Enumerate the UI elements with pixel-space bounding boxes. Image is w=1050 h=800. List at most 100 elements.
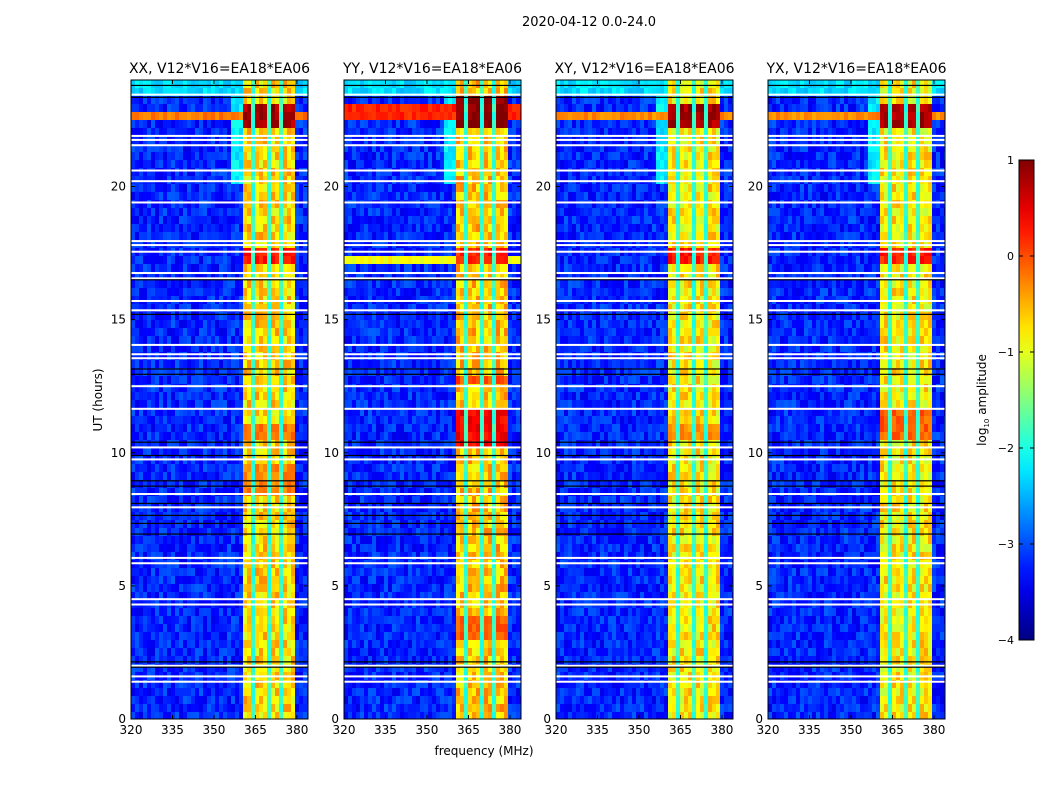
- heatmap-cell: [468, 168, 472, 176]
- heatmap-cell: [279, 224, 283, 232]
- heatmap-cell: [516, 272, 520, 280]
- heatmap-cell: [356, 224, 360, 232]
- heatmap-cell: [368, 152, 372, 160]
- flagged-row: [131, 244, 308, 247]
- heatmap-cell: [227, 152, 231, 160]
- heatmap-cell: [267, 360, 271, 368]
- heatmap-cell: [255, 712, 259, 719]
- heatmap-cell: [179, 240, 183, 248]
- heatmap-cell: [472, 184, 476, 192]
- heatmap-cell: [291, 280, 295, 288]
- heatmap-cell: [476, 120, 480, 128]
- heatmap-cell: [207, 544, 211, 552]
- heatmap-cell: [147, 272, 151, 280]
- heatmap-cell: [440, 208, 444, 216]
- heatmap-cell: [243, 408, 247, 416]
- heatmap-cell: [420, 104, 424, 112]
- heatmap-cell: [131, 344, 135, 352]
- heatmap-cell: [179, 288, 183, 296]
- heatmap-cell: [179, 448, 183, 456]
- heatmap-cell: [251, 232, 255, 240]
- heatmap-cell: [287, 608, 291, 616]
- heatmap-cell: [279, 288, 283, 296]
- heatmap-cell: [211, 200, 215, 208]
- heatmap-cell: [163, 376, 167, 384]
- heatmap-cell: [404, 88, 408, 96]
- heatmap-cell: [239, 496, 243, 504]
- heatmap-cell: [400, 96, 404, 104]
- heatmap-cell: [295, 312, 299, 320]
- heatmap-cell: [500, 96, 504, 104]
- heatmap-cell: [299, 376, 303, 384]
- heatmap-cell: [227, 312, 231, 320]
- heatmap-cell: [159, 208, 163, 216]
- heatmap-cell: [500, 192, 504, 200]
- heatmap-cell: [412, 216, 416, 224]
- heatmap-cell: [267, 368, 271, 376]
- heatmap-cell: [207, 448, 211, 456]
- heatmap-cell: [171, 208, 175, 216]
- heatmap-cell: [211, 96, 215, 104]
- heatmap-cell: [151, 696, 155, 704]
- heatmap-cell: [203, 416, 207, 424]
- heatmap-cell: [195, 608, 199, 616]
- heatmap-cell: [508, 272, 512, 280]
- heatmap-cell: [267, 280, 271, 288]
- heatmap-cell: [291, 232, 295, 240]
- heatmap-cell: [516, 168, 520, 176]
- heatmap-cell: [175, 232, 179, 240]
- heatmap-cell: [440, 152, 444, 160]
- heatmap-cell: [348, 104, 352, 112]
- flagged-row: [131, 93, 308, 96]
- heatmap-cell: [163, 104, 167, 112]
- heatmap-cell: [279, 264, 283, 272]
- heatmap-cell: [211, 464, 215, 472]
- heatmap-cell: [135, 664, 139, 672]
- heatmap-cell: [275, 408, 279, 416]
- heatmap-cell: [231, 336, 235, 344]
- heatmap-cell: [352, 304, 356, 312]
- heatmap-cell: [143, 160, 147, 168]
- heatmap-cell: [255, 488, 259, 496]
- heatmap-cell: [179, 232, 183, 240]
- heatmap-cell: [372, 144, 376, 152]
- heatmap-cell: [235, 384, 239, 392]
- heatmap-cell: [203, 696, 207, 704]
- heatmap-cell: [448, 232, 452, 240]
- heatmap-cell: [151, 464, 155, 472]
- heatmap-cell: [500, 264, 504, 272]
- heatmap-cell: [360, 280, 364, 288]
- heatmap-cell: [167, 528, 171, 536]
- heatmap-cell: [400, 208, 404, 216]
- heatmap-cell: [203, 376, 207, 384]
- heatmap-cell: [291, 152, 295, 160]
- heatmap-cell: [195, 552, 199, 560]
- heatmap-cell: [456, 200, 460, 208]
- heatmap-cell: [251, 176, 255, 184]
- heatmap-cell: [247, 424, 251, 432]
- heatmap-cell: [247, 400, 251, 408]
- heatmap-cell: [344, 232, 348, 240]
- heatmap-cell: [131, 632, 135, 640]
- heatmap-cell: [360, 104, 364, 112]
- heatmap-cell: [303, 552, 307, 560]
- heatmap-cell: [295, 616, 299, 624]
- heatmap-cell: [175, 424, 179, 432]
- heatmap-cell: [283, 464, 287, 472]
- heatmap-cell: [396, 128, 400, 136]
- heatmap-cell: [492, 128, 496, 136]
- heatmap-cell: [364, 280, 368, 288]
- heatmap-cell: [187, 280, 191, 288]
- heatmap-cell: [139, 264, 143, 272]
- heatmap-cell: [191, 488, 195, 496]
- heatmap-cell: [235, 496, 239, 504]
- heatmap-cell: [287, 120, 291, 128]
- heatmap-cell: [219, 160, 223, 168]
- heatmap-cell: [187, 232, 191, 240]
- heatmap-cell: [175, 568, 179, 576]
- heatmap-cell: [211, 88, 215, 96]
- heatmap-cell: [299, 544, 303, 552]
- heatmap-cell: [195, 696, 199, 704]
- heatmap-cell: [215, 288, 219, 296]
